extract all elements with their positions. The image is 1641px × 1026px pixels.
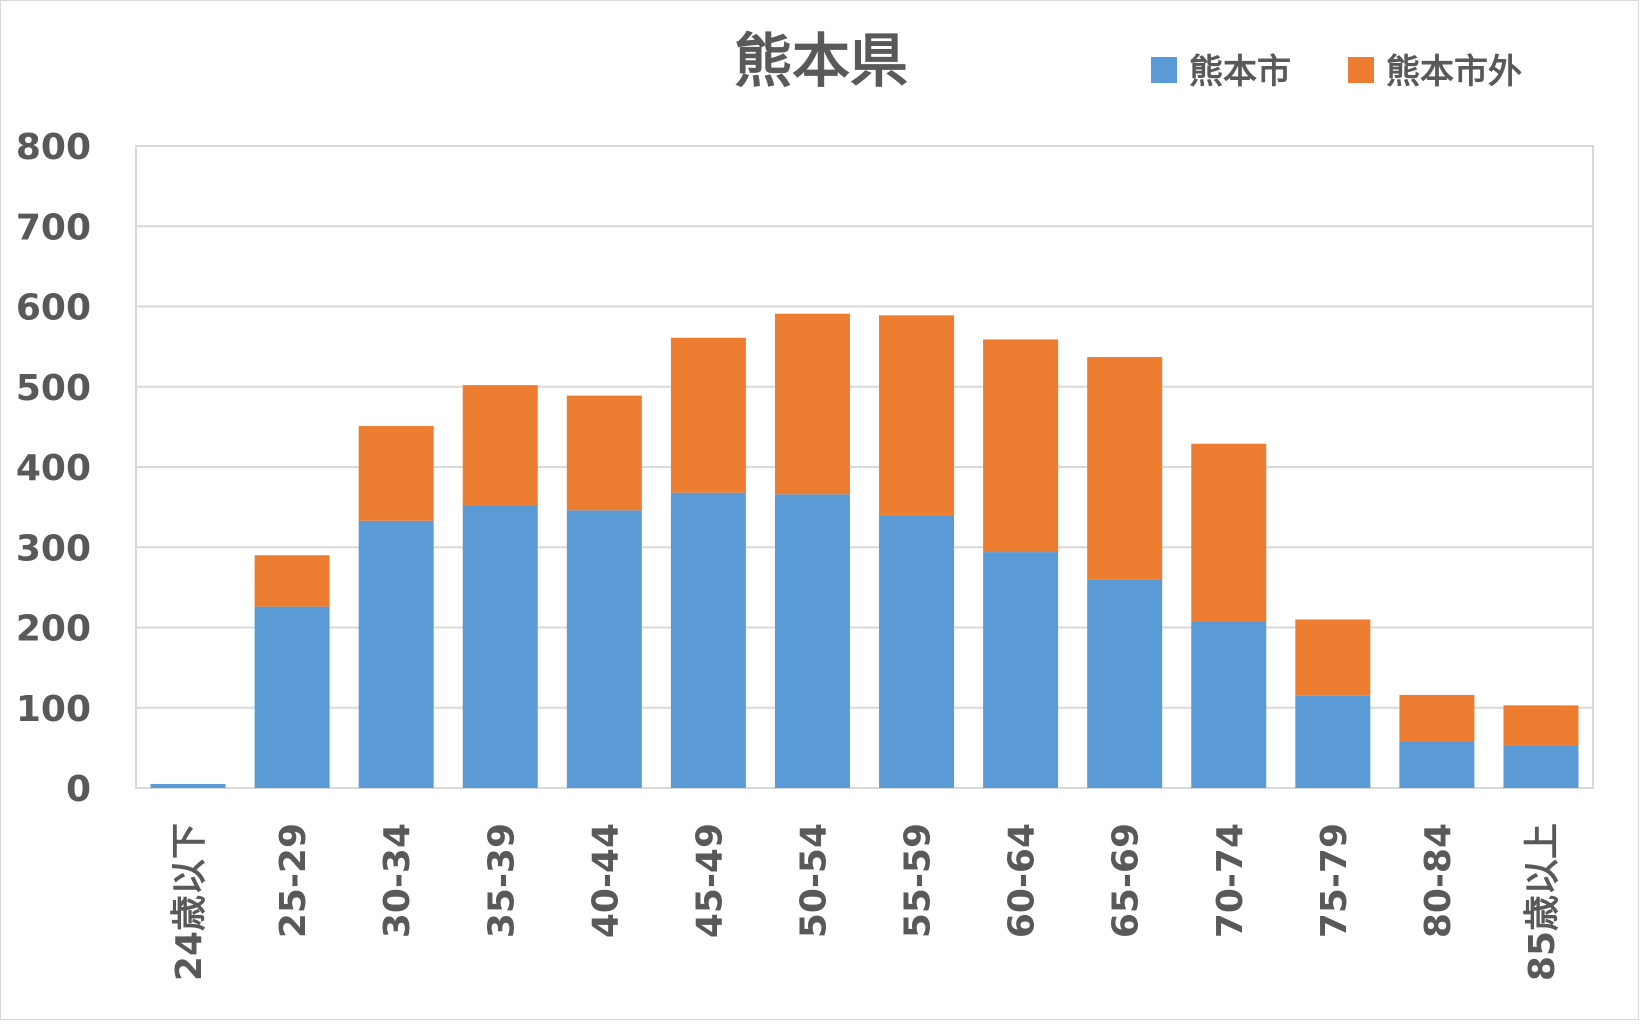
bar-segment-outside-kumamoto-city xyxy=(358,426,434,521)
bar-segment-outside-kumamoto-city xyxy=(1295,619,1371,696)
x-tick-label: 50-54 xyxy=(793,823,834,938)
y-tick-label: 700 xyxy=(16,207,91,248)
bar-segment-kumamoto-city xyxy=(358,520,434,788)
bar-segment-kumamoto-city xyxy=(1503,745,1579,788)
x-tick-label: 35-39 xyxy=(481,823,522,938)
bar-segment-kumamoto-city xyxy=(670,492,746,788)
x-tick-label: 45-49 xyxy=(689,823,730,938)
legend: 熊本市 熊本市外 xyxy=(1151,52,1522,92)
x-tick-label: 40-44 xyxy=(585,823,626,938)
y-tick-label: 0 xyxy=(66,769,91,810)
bar-segment-outside-kumamoto-city xyxy=(462,385,538,506)
x-tick-label: 70-74 xyxy=(1210,823,1251,938)
bar-segment-outside-kumamoto-city xyxy=(254,555,330,607)
bars xyxy=(150,313,1579,788)
bar-segment-kumamoto-city xyxy=(983,552,1059,788)
x-tick-label: 75-79 xyxy=(1314,823,1355,938)
y-tick-label: 500 xyxy=(16,368,91,409)
y-tick-label: 300 xyxy=(16,528,91,569)
legend-label: 熊本市 xyxy=(1189,52,1291,92)
bar-segment-outside-kumamoto-city xyxy=(983,339,1059,553)
x-tick-label: 85歳以上 xyxy=(1522,823,1563,981)
y-tick-label: 200 xyxy=(16,609,91,650)
bar-segment-outside-kumamoto-city xyxy=(670,337,746,493)
x-axis: 24歳以下 25-29 30-34 35-39 40-44 45-49 50-54 55-59… xyxy=(169,823,1563,981)
bar-segment-kumamoto-city xyxy=(1399,741,1475,788)
x-tick-label: 80-84 xyxy=(1418,823,1459,938)
y-tick-label: 100 xyxy=(16,689,91,730)
bar-segment-kumamoto-city xyxy=(462,505,538,788)
x-tick-label: 30-34 xyxy=(377,823,418,938)
x-tick-label: 65-69 xyxy=(1106,823,1147,938)
chart-title: 熊本県 xyxy=(734,27,908,95)
bar-segment-outside-kumamoto-city xyxy=(774,313,850,495)
bar-segment-kumamoto-city xyxy=(566,510,642,788)
bar-segment-outside-kumamoto-city xyxy=(1087,357,1163,580)
bar-segment-outside-kumamoto-city xyxy=(1191,443,1267,622)
x-tick-label: 55-59 xyxy=(898,823,939,938)
legend-swatch xyxy=(1348,57,1374,83)
bar-segment-outside-kumamoto-city xyxy=(879,315,955,516)
y-axis: 0 100 200 300 400 500 600 700 800 xyxy=(16,127,91,810)
bar-segment-outside-kumamoto-city xyxy=(1503,705,1579,746)
bar-segment-outside-kumamoto-city xyxy=(566,395,642,511)
bar-segment-kumamoto-city xyxy=(1295,695,1371,788)
x-tick-label: 24歳以下 xyxy=(169,823,210,981)
y-tick-label: 600 xyxy=(16,288,91,329)
y-tick-label: 400 xyxy=(16,448,91,489)
legend-swatch xyxy=(1151,57,1177,83)
bar-segment-kumamoto-city xyxy=(1087,579,1163,788)
bar-segment-kumamoto-city xyxy=(774,494,850,788)
y-tick-label: 800 xyxy=(16,127,91,168)
bar-segment-kumamoto-city xyxy=(1191,621,1267,788)
bar-segment-kumamoto-city xyxy=(254,606,330,788)
bar-segment-kumamoto-city xyxy=(879,515,955,788)
legend-label: 熊本市外 xyxy=(1386,52,1522,92)
x-tick-label: 60-64 xyxy=(1002,823,1043,938)
bar-segment-outside-kumamoto-city xyxy=(1399,694,1475,742)
x-tick-label: 25-29 xyxy=(273,823,314,938)
bar-segment-kumamoto-city xyxy=(150,783,226,788)
gridlines xyxy=(136,225,1593,709)
